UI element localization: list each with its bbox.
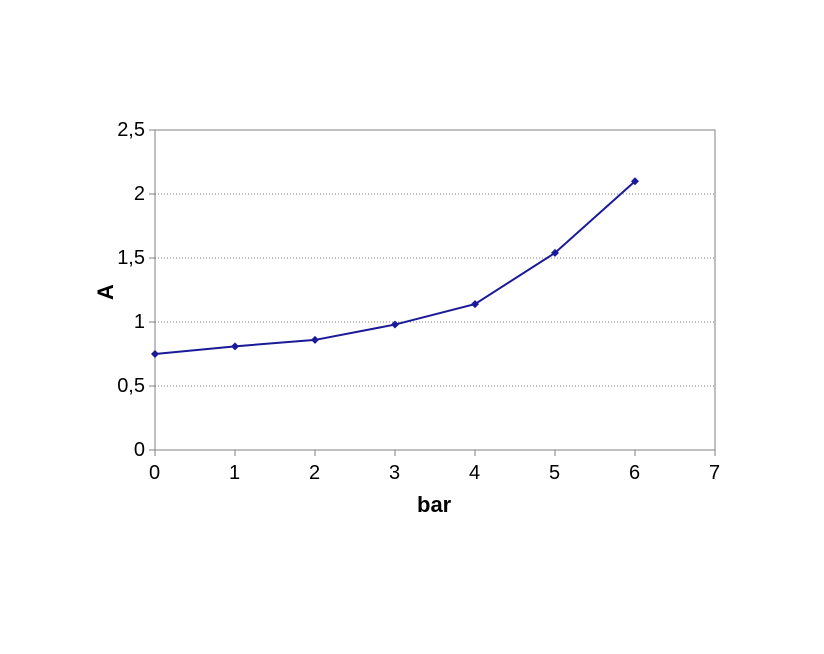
y-tick-label: 1 xyxy=(134,311,145,334)
chart-container: A bar 0 0,5 1 1,5 2 2,5 0 1 2 3 4 5 6 7 xyxy=(80,120,740,540)
x-tick-label: 0 xyxy=(149,462,160,485)
x-tick-label: 6 xyxy=(629,462,640,485)
x-axis-label: bar xyxy=(417,492,451,518)
y-tick-label: 2,5 xyxy=(117,119,145,142)
chart-svg xyxy=(80,120,740,540)
x-tick-label: 1 xyxy=(229,462,240,485)
x-tick-label: 2 xyxy=(309,462,320,485)
x-tick-label: 4 xyxy=(469,462,480,485)
x-tick-label: 3 xyxy=(389,462,400,485)
y-tick-label: 0,5 xyxy=(117,375,145,398)
x-tick-label: 5 xyxy=(549,462,560,485)
y-tick-label: 2 xyxy=(134,183,145,206)
y-tick-label: 0 xyxy=(134,439,145,462)
x-tick-label: 7 xyxy=(709,462,720,485)
y-tick-label: 1,5 xyxy=(117,247,145,270)
y-axis-label: A xyxy=(93,284,119,300)
